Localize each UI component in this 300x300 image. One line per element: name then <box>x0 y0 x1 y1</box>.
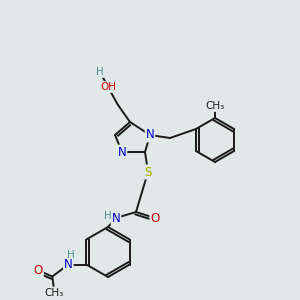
Text: H: H <box>96 67 104 77</box>
Text: CH₃: CH₃ <box>45 287 64 298</box>
Text: N: N <box>118 146 126 158</box>
Text: N: N <box>64 258 73 271</box>
Text: O: O <box>150 212 160 224</box>
Text: H: H <box>68 250 75 260</box>
Text: OH: OH <box>100 82 116 92</box>
Text: N: N <box>112 212 120 224</box>
Text: N: N <box>146 128 154 142</box>
Text: H: H <box>104 211 112 221</box>
Text: S: S <box>144 166 152 178</box>
Text: CH₃: CH₃ <box>206 101 225 111</box>
Text: O: O <box>34 264 43 277</box>
